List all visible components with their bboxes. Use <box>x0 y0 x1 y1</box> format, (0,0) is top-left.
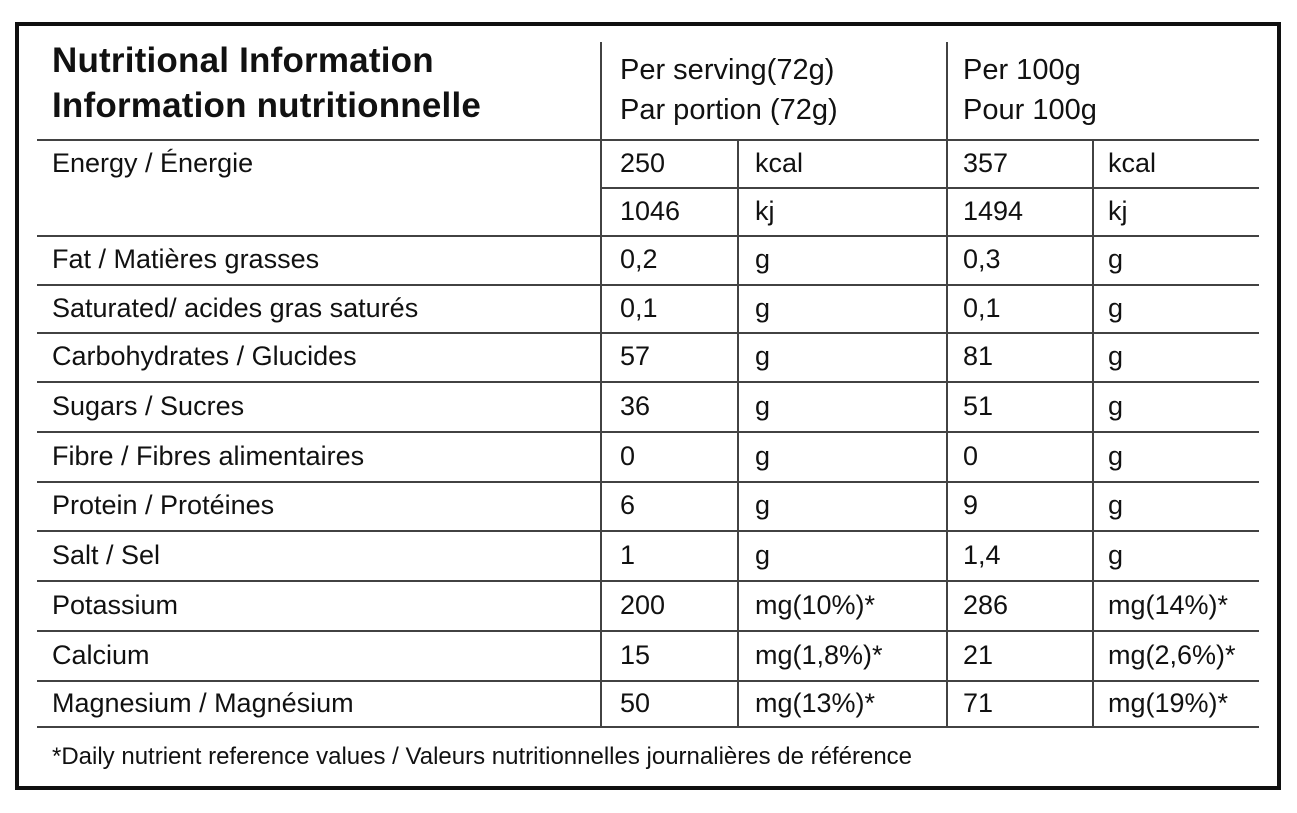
column-divider-label-serving <box>600 42 602 726</box>
serving-unit: mg(13%)* <box>755 687 876 718</box>
row-divider-sugars <box>37 431 1259 433</box>
per100-unit: g <box>1108 490 1124 520</box>
footnote: *Daily nutrient reference values / Valeu… <box>52 743 913 770</box>
serving-unit: mg(10%)* <box>755 589 876 620</box>
per100-unit: g <box>1108 292 1124 323</box>
serving-value: 0,2 <box>620 244 658 274</box>
nutrition-label-table: Nutritional Information Information nutr… <box>15 22 1281 790</box>
table-row-calcium: Calcium 15 mg(1,8%)* 21 mg(2,6%)* <box>19 630 1277 680</box>
row-label: Fibre / Fibres alimentaires <box>52 440 365 471</box>
row-divider-carbohydrates <box>37 381 1259 383</box>
per100-value: 286 <box>963 589 1009 620</box>
row-label: Saturated/ acides gras saturés <box>52 292 419 323</box>
per100-unit: mg(2,6%)* <box>1108 639 1236 670</box>
table-row-fibre: Fibre / Fibres alimentaires 0 g 0 g <box>19 431 1277 481</box>
row-label: Carbohydrates / Glucides <box>52 341 357 371</box>
serving-unit: kj <box>755 195 775 226</box>
row-divider-protein <box>37 530 1259 532</box>
row-divider-potassium <box>37 630 1259 632</box>
row-label: Magnesium / Magnésium <box>52 687 354 718</box>
table-row-carbohydrates: Carbohydrates / Glucides 57 g 81 g <box>19 332 1277 381</box>
per100-unit: g <box>1108 390 1124 421</box>
row-divider-calcium <box>37 680 1259 682</box>
row-divider-fibre <box>37 481 1259 483</box>
per100-unit: kj <box>1108 195 1128 226</box>
row-label: Energy / Énergie <box>52 147 254 178</box>
column-divider-serving-per100 <box>946 42 948 726</box>
per100-unit: g <box>1108 440 1124 471</box>
table-row-salt: Salt / Sel 1 g 1,4 g <box>19 530 1277 580</box>
serving-value: 200 <box>620 589 666 620</box>
serving-value: 36 <box>620 390 651 421</box>
per100-unit: g <box>1108 244 1124 274</box>
per100-value: 357 <box>963 147 1009 178</box>
row-divider-saturated <box>37 332 1259 334</box>
serving-value: 0,1 <box>620 292 658 323</box>
serving-unit: g <box>755 292 771 323</box>
per100-value: 0,1 <box>963 292 1001 323</box>
table-row-protein: Protein / Protéines 6 g 9 g <box>19 481 1277 530</box>
per100-value: 1494 <box>963 195 1024 226</box>
serving-value: 1046 <box>620 195 681 226</box>
per100-unit: g <box>1108 341 1124 371</box>
serving-unit: g <box>755 244 771 274</box>
table-title: Nutritional Information Information nutr… <box>52 41 482 125</box>
row-divider-fat <box>37 284 1259 286</box>
per100-value: 0,3 <box>963 244 1001 274</box>
serving-value: 50 <box>620 687 651 718</box>
serving-value: 57 <box>620 341 651 371</box>
serving-value: 6 <box>620 490 636 520</box>
serving-unit: g <box>755 390 771 421</box>
serving-value: 1 <box>620 539 636 570</box>
table-row-saturated: Saturated/ acides gras saturés 0,1 g 0,1… <box>19 284 1277 332</box>
serving-unit: g <box>755 539 771 570</box>
row-label: Salt / Sel <box>52 539 161 570</box>
column-header-per-100g: Per 100g Pour 100g <box>963 54 1097 126</box>
per100-value: 0 <box>963 440 979 471</box>
table-row-fat: Fat / Matières grasses 0,2 g 0,3 g <box>19 235 1277 284</box>
row-divider-magnesium <box>37 726 1259 728</box>
serving-value: 15 <box>620 639 651 670</box>
row-label: Sugars / Sucres <box>52 390 245 421</box>
table-row-energy-kcal: Energy / Énergie 250 kcal 357 kcal <box>19 139 1277 187</box>
row-divider-energy-kcal-kj <box>600 187 1259 189</box>
per100-value: 21 <box>963 639 994 670</box>
column-header-per-serving: Per serving(72g) Par portion (72g) <box>620 54 838 126</box>
row-divider-energy <box>37 235 1259 237</box>
row-label: Potassium <box>52 589 179 620</box>
per100-value: 81 <box>963 341 994 371</box>
table-row-energy-kj: 1046 kj 1494 kj <box>19 187 1277 235</box>
per100-value: 51 <box>963 390 994 421</box>
serving-value: 250 <box>620 147 666 178</box>
per100-unit: mg(14%)* <box>1108 589 1229 620</box>
row-divider-salt <box>37 580 1259 582</box>
table-row-potassium: Potassium 200 mg(10%)* 286 mg(14%)* <box>19 580 1277 630</box>
serving-unit: g <box>755 440 771 471</box>
table-row-sugars: Sugars / Sucres 36 g 51 g <box>19 381 1277 431</box>
row-label: Protein / Protéines <box>52 490 275 520</box>
row-divider-header <box>37 139 1259 141</box>
per100-unit: mg(19%)* <box>1108 687 1229 718</box>
per100-value: 71 <box>963 687 994 718</box>
per100-value: 9 <box>963 490 979 520</box>
per100-value: 1,4 <box>963 539 1001 570</box>
serving-value: 0 <box>620 440 636 471</box>
per100-unit: g <box>1108 539 1124 570</box>
per100-unit: kcal <box>1108 147 1157 178</box>
serving-unit: g <box>755 341 771 371</box>
row-label: Calcium <box>52 639 150 670</box>
serving-unit: kcal <box>755 147 804 178</box>
row-label: Fat / Matières grasses <box>52 244 320 274</box>
serving-unit: g <box>755 490 771 520</box>
serving-unit: mg(1,8%)* <box>755 639 883 670</box>
table-row-magnesium: Magnesium / Magnésium 50 mg(13%)* 71 mg(… <box>19 680 1277 726</box>
